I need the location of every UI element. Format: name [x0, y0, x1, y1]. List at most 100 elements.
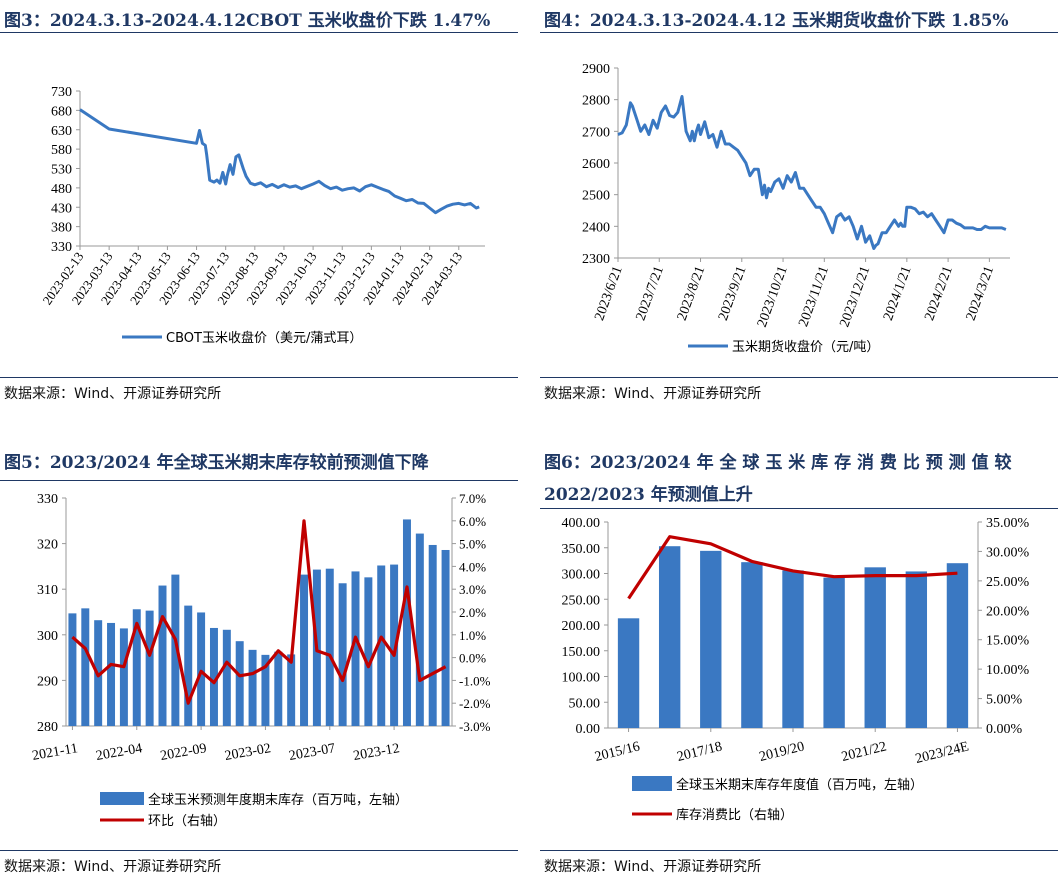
y-tick-label: 2300 [582, 252, 610, 267]
series-line-mom [71, 519, 447, 705]
y-left-tick-label: 250.00 [562, 593, 601, 608]
x-tick-label: 2017/18 [676, 739, 724, 765]
x-tick-label: 2021-11 [31, 741, 79, 764]
source-note: 数据来源：Wind、开源证券研究所 [4, 386, 222, 402]
y-tick-label: 680 [51, 104, 72, 119]
x-tick-label: 2024/1/21 [881, 264, 915, 322]
chart-title: 图5：2023/2024 年全球玉米期末库存较前预测值下降 [4, 453, 429, 473]
y-right-tick-label: -1.0% [459, 673, 491, 688]
y-right-tick-label: 7.0% [459, 491, 486, 506]
source-note: 数据来源：Wind、开源证券研究所 [544, 386, 762, 402]
bar [300, 574, 309, 726]
y-tick-label: 530 [51, 163, 72, 178]
legend-swatch-bar [100, 792, 144, 805]
y-tick-label: 2600 [582, 157, 610, 172]
bar [68, 613, 77, 726]
bar [287, 654, 296, 726]
y-left-tick-label: 290 [37, 674, 58, 689]
y-left-tick-label: 350.00 [562, 542, 601, 557]
y-right-tick-label: 5.0% [459, 537, 486, 552]
y-right-tick-label: 35.00% [986, 516, 1030, 531]
bar [364, 577, 373, 726]
y-right-tick-label: -3.0% [459, 719, 491, 734]
x-tick-label: 2023/12/21 [837, 264, 873, 329]
bar [905, 571, 928, 728]
series-line-futures [617, 95, 1007, 250]
x-tick-label: 2023-02 [224, 741, 273, 764]
bar [402, 519, 411, 726]
x-tick-label: 2022-09 [159, 741, 208, 764]
panel-fig4: 图4：2024.3.13-2024.4.12 玉米期货收盘价下跌 1.85% 2… [540, 0, 1058, 410]
bar [145, 610, 154, 726]
y-right-tick-label: 4.0% [459, 559, 486, 574]
chart-title-line2: 2022/2023 年预测值上升 [544, 485, 753, 505]
bar [946, 563, 969, 728]
series-line-cbot [79, 108, 480, 215]
y-tick-label: 2500 [582, 189, 610, 204]
legend-swatch-bar [632, 776, 672, 791]
legend-label: CBOT玉米收盘价（美元/蒲式耳） [166, 330, 362, 346]
panel-fig5: 图5：2023/2024 年全球玉米期末库存较前预测值下降 280 290 300 3… [0, 440, 518, 881]
legend-label-line: 环比（右轴） [148, 814, 226, 829]
x-tick-label: 2023/9/21 [716, 264, 750, 322]
bar [338, 583, 347, 726]
bar [81, 608, 90, 726]
bar [119, 628, 128, 726]
y-left-tick-label: 200.00 [562, 619, 601, 634]
source-note: 数据来源：Wind、开源证券研究所 [4, 859, 222, 875]
x-tick-label: 2021/22 [840, 739, 888, 765]
y-left-tick-label: 280 [37, 720, 58, 735]
chart-fig3: 3303804304805305806306807302023-02-13202… [39, 85, 485, 346]
y-right-tick-label: 2.0% [459, 605, 486, 620]
y-left-tick-label: 330 [37, 492, 58, 507]
y-tick-label: 2700 [582, 125, 610, 140]
bar [197, 612, 206, 726]
series-line-ratio [627, 535, 958, 600]
panel-fig3: 图3：2024.3.13-2024.4.12CBOT 玉米收盘价下跌 1.47%… [0, 0, 518, 410]
bar [428, 544, 437, 726]
bar [184, 605, 193, 726]
bar [741, 562, 763, 728]
y-right-tick-label: 20.00% [986, 604, 1030, 619]
bar [864, 567, 886, 728]
x-tick-label: 2023/8/21 [675, 264, 709, 322]
y-right-tick-label: 10.00% [986, 663, 1030, 678]
x-tick-label: 2024/3/21 [964, 264, 998, 322]
x-tick-label: 2023/7/21 [634, 264, 668, 322]
y-left-tick-label: 150.00 [562, 645, 601, 660]
bar [261, 654, 270, 726]
bar [222, 629, 231, 726]
y-right-tick-label: 3.0% [459, 582, 486, 597]
y-right-tick-label: 1.0% [459, 628, 486, 643]
bar [248, 649, 257, 726]
x-tick-label: 2023-07 [288, 741, 337, 764]
x-tick-label: 2015/16 [593, 739, 641, 765]
chart-title-line1: 图6：2023/2024 年 全 球 玉 米 库 存 消 费 比 预 测 值 较 [544, 453, 1012, 473]
bar [782, 570, 804, 728]
x-tick-label: 2022-04 [95, 741, 144, 764]
x-tick-label: 2023-12 [352, 741, 401, 764]
bar [658, 546, 681, 728]
chart-fig6: 0.00 50.00 100.00 150.00 200.00 250.00 300.00 3… [562, 516, 1030, 823]
bar [235, 641, 244, 726]
y-left-tick-label: 50.00 [569, 696, 601, 711]
bar [415, 533, 424, 726]
y-left-tick-label: 400.00 [562, 516, 601, 531]
bar [441, 549, 450, 726]
x-tick-label: 2023/6/21 [592, 264, 626, 322]
bar [158, 585, 167, 726]
chart-fig5: 280 290 300 310 320 330 -3.0% -2.0% -1.0% 0.0% 1.0… [31, 491, 491, 829]
panel-fig6: 图6：2023/2024 年 全 球 玉 米 库 存 消 费 比 预 测 值 较… [540, 440, 1063, 881]
bar [700, 550, 722, 728]
bar [325, 568, 334, 726]
y-left-tick-label: 320 [37, 538, 58, 553]
chart-title: 图3：2024.3.13-2024.4.12CBOT 玉米收盘价下跌 1.47% [4, 11, 491, 31]
y-right-tick-label: 5.00% [986, 693, 1023, 708]
x-tick-label: 2023/11/21 [796, 264, 832, 329]
bar [107, 622, 116, 726]
y-tick-label: 330 [51, 240, 72, 255]
bar [823, 577, 845, 728]
bar [617, 618, 640, 728]
y-tick-label: 2400 [582, 220, 610, 235]
chart-title: 图4：2024.3.13-2024.4.12 玉米期货收盘价下跌 1.85% [544, 11, 1009, 31]
